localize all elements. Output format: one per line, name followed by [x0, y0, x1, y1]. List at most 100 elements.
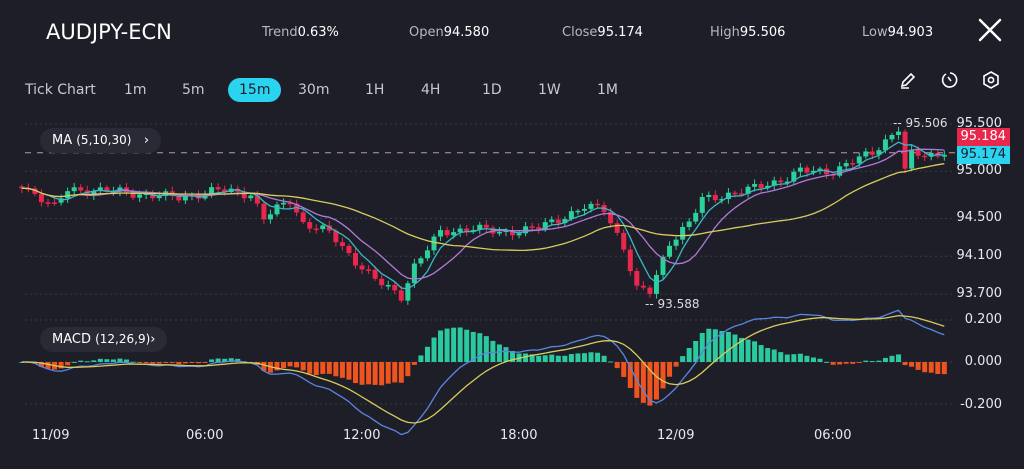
macd-histogram-bar: [130, 361, 136, 363]
tf-15m[interactable]: 15m: [228, 78, 282, 102]
candle-body: [542, 222, 548, 230]
price-tick: 94.100: [956, 248, 1003, 263]
macd-histogram-bar: [398, 362, 404, 383]
macd-histogram-bar: [935, 362, 941, 374]
candle-body: [588, 203, 594, 209]
time-tick: 12/09: [657, 428, 695, 443]
macd-histogram-bar: [169, 362, 175, 363]
stat-low: Low94.903: [862, 25, 933, 40]
macd-histogram-bar: [725, 332, 731, 362]
time-tick: 12:00: [343, 428, 381, 443]
candle-body: [745, 186, 751, 194]
candle-body: [143, 193, 149, 195]
close-x-icon[interactable]: [976, 16, 1004, 44]
candle-body: [65, 191, 71, 199]
macd-histogram-bar: [510, 351, 516, 362]
macd-histogram-bar: [195, 362, 201, 364]
macd-histogram-bar: [797, 353, 803, 362]
tf-1d[interactable]: 1D: [482, 82, 502, 98]
macd-histogram-bar: [863, 360, 869, 362]
candle-body: [97, 187, 103, 191]
ma30-line: [21, 163, 945, 252]
macd-histogram-bar: [490, 340, 496, 362]
ma-indicator-button[interactable]: MA (5,10,30) ›: [40, 128, 162, 153]
candle-body: [595, 203, 601, 206]
price-tick: 95.500: [956, 116, 1003, 131]
tf-tick-chart[interactable]: Tick Chart: [25, 82, 96, 98]
macd-histogram-bar: [627, 362, 633, 388]
candle-body: [784, 181, 790, 184]
candle-body: [667, 245, 673, 257]
candle-body: [137, 194, 143, 198]
macd-histogram-bar: [581, 353, 587, 362]
macd-histogram-bar: [84, 361, 90, 363]
macd-histogram-bar: [470, 331, 476, 362]
macd-histogram-bar: [660, 362, 666, 389]
macd-histogram-bar: [117, 358, 123, 362]
stat-label: Close: [562, 25, 598, 40]
candle-body: [248, 195, 254, 199]
stat-value: 94.903: [887, 25, 934, 40]
candle-body: [791, 171, 797, 182]
macd-histogram-bar: [745, 339, 751, 362]
tf-1m[interactable]: 1m: [124, 82, 147, 98]
macd-histogram-bar: [143, 362, 149, 363]
candle-body: [614, 223, 620, 233]
candle-body: [52, 202, 58, 204]
candle-body: [752, 183, 758, 187]
candle-body: [915, 149, 921, 156]
candle-body: [758, 183, 764, 189]
candle-body: [431, 236, 437, 251]
candle-body: [156, 195, 162, 199]
macd-histogram-bar: [366, 362, 372, 385]
macd-histogram-bar: [647, 362, 653, 406]
candle-body: [896, 131, 902, 135]
candle-body: [555, 219, 561, 224]
candle-body: [392, 284, 398, 291]
candle-body: [352, 253, 358, 266]
timer-icon[interactable]: [940, 70, 960, 90]
macd-histogram-bar: [326, 362, 332, 374]
macd-histogram-bar: [640, 362, 646, 403]
bid-price-tag: 95.184: [956, 128, 1010, 146]
candle-body: [176, 195, 182, 201]
macd-histogram-bar: [352, 362, 358, 384]
pencil-icon[interactable]: [898, 70, 918, 90]
candle-body: [739, 193, 745, 195]
tf-1w[interactable]: 1W: [538, 82, 561, 98]
macd-histogram-bar: [274, 362, 280, 371]
macd-histogram-bar: [339, 362, 345, 378]
candle-body: [241, 191, 247, 199]
high-marker: -- 95.506: [893, 116, 948, 130]
macd-histogram-bar: [320, 362, 326, 374]
macd-histogram-bar: [752, 341, 758, 362]
settings-hex-icon[interactable]: [981, 70, 1001, 90]
candle-body: [418, 258, 424, 264]
macd-histogram-bar: [137, 362, 143, 363]
candle-body: [326, 225, 332, 231]
macd-indicator-button[interactable]: MACD (12,26,9)›: [40, 327, 168, 352]
candle-body: [45, 202, 51, 204]
macd-histogram-bar: [228, 358, 234, 362]
candle-body: [209, 187, 215, 194]
macd-histogram-bar: [562, 355, 568, 362]
macd-histogram-bar: [902, 362, 908, 366]
macd-histogram-bar: [182, 362, 188, 364]
tf-4h[interactable]: 4H: [421, 82, 441, 98]
tf-30m[interactable]: 30m: [298, 82, 330, 98]
macd-histogram-bar: [830, 362, 836, 365]
stat-label: Trend: [262, 25, 298, 40]
macd-histogram-bar: [837, 362, 843, 365]
candle-body: [725, 192, 731, 200]
tf-1m-month[interactable]: 1M: [597, 82, 618, 98]
tf-1h[interactable]: 1H: [365, 82, 385, 98]
candle-body: [941, 154, 947, 157]
candle-body: [856, 156, 862, 164]
candle-body: [91, 190, 97, 196]
macd-histogram-bar: [71, 361, 77, 363]
macd-params: (12,26,9): [95, 332, 151, 346]
tf-5m[interactable]: 5m: [182, 82, 205, 98]
candle-body: [300, 212, 306, 223]
macd-histogram-bar: [784, 354, 790, 362]
